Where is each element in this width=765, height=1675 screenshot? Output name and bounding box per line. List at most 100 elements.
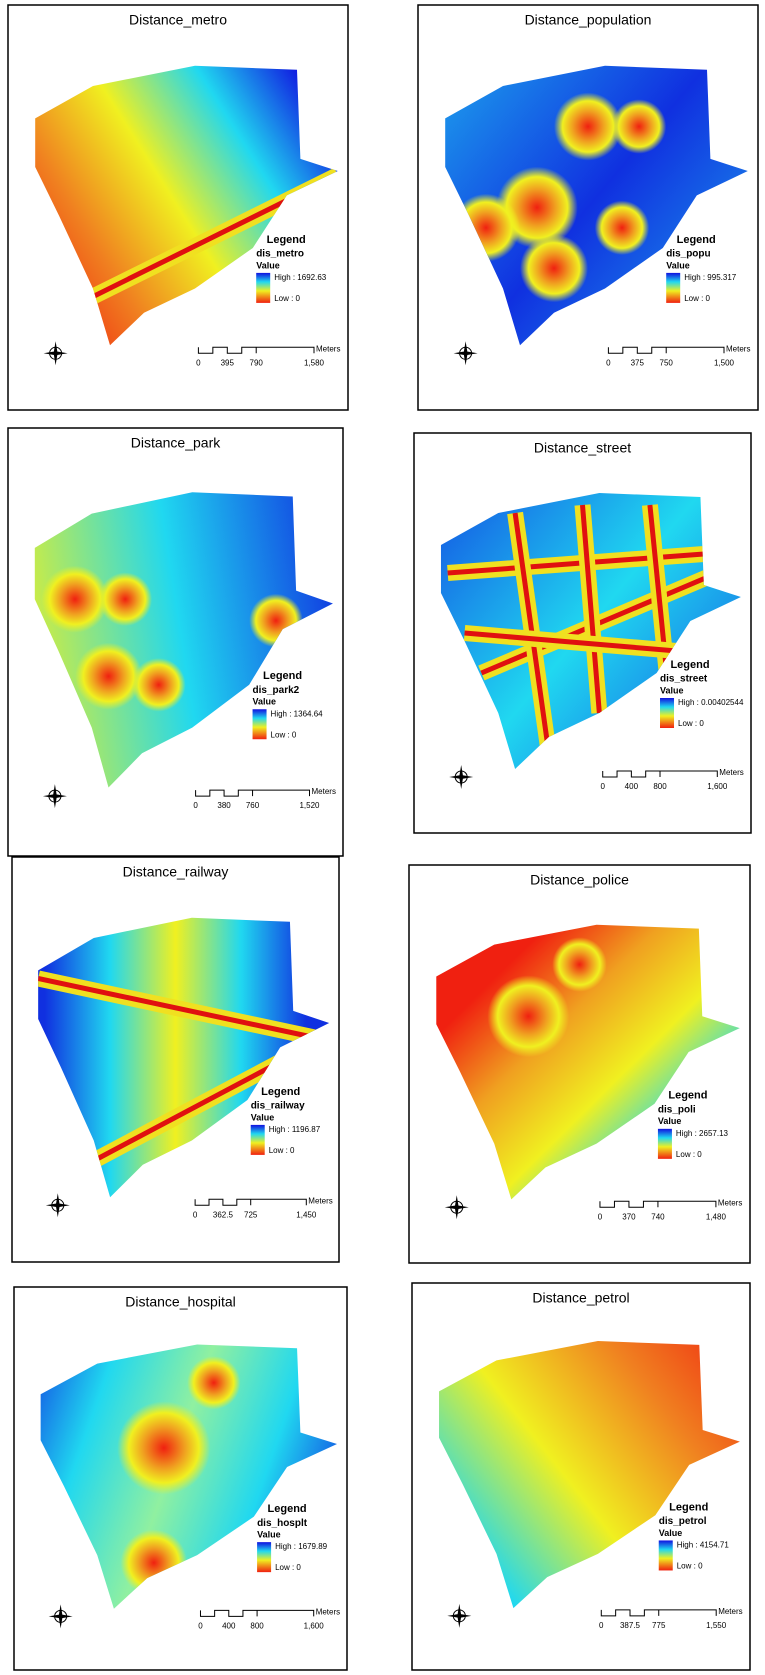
- legend-low: Low : 0: [684, 294, 710, 303]
- scale-label: 0: [198, 1621, 203, 1630]
- scale-label: 400: [222, 1621, 236, 1630]
- legend-title: Legend: [668, 1090, 707, 1102]
- map-title: Distance_street: [534, 440, 631, 456]
- legend-high: High : 1196.87: [269, 1125, 321, 1134]
- scale-label: 1,580: [304, 358, 325, 367]
- legend-high: High : 1364.64: [271, 709, 324, 718]
- legend-field: Value: [659, 1528, 683, 1538]
- scale-label: 750: [660, 358, 674, 367]
- scale-label: 1,450: [296, 1210, 317, 1219]
- legend-ramp: [256, 273, 270, 303]
- legend-ramp: [666, 273, 680, 303]
- map-title: Distance_metro: [129, 12, 227, 28]
- legend-layer: dis_park2: [253, 685, 300, 696]
- scale-unit: Meters: [726, 344, 750, 353]
- map-title: Distance_population: [525, 12, 652, 28]
- legend-title: Legend: [261, 1086, 300, 1098]
- legend-low: Low : 0: [271, 730, 297, 739]
- legend-title: Legend: [677, 234, 716, 246]
- map-panel: Distance_railway Legend dis_railwayValue Hi…: [12, 857, 339, 1262]
- legend-ramp: [658, 1129, 672, 1159]
- legend-field: Value: [256, 260, 280, 270]
- hot-spot: [132, 658, 186, 712]
- legend-layer: dis_popu: [666, 249, 710, 260]
- scale-label: 725: [244, 1210, 258, 1219]
- scale-unit: Meters: [316, 344, 340, 353]
- hot-spot: [187, 1356, 240, 1409]
- legend-low: Low : 0: [269, 1146, 295, 1155]
- scale-label: 1,550: [706, 1621, 727, 1630]
- map-title: Distance_park: [131, 435, 221, 451]
- legend-low: Low : 0: [676, 1150, 702, 1159]
- scale-label: 0: [600, 782, 605, 791]
- legend-ramp: [660, 698, 674, 728]
- legend-ramp: [659, 1540, 673, 1570]
- legend-layer: dis_hosplt: [257, 1518, 308, 1529]
- scale-label: 1,600: [707, 782, 728, 791]
- legend-field: Value: [660, 685, 684, 695]
- scale-label: 0: [598, 1212, 603, 1221]
- map-title: Distance_petrol: [532, 1290, 629, 1306]
- scale-label: 1,500: [714, 358, 735, 367]
- legend-field: Value: [251, 1112, 275, 1122]
- figure: Distance_metroLegenddis_metroValueHigh :…: [0, 0, 765, 1675]
- hot-spot: [98, 572, 152, 626]
- legend-title: Legend: [669, 1501, 708, 1513]
- hot-spot: [595, 201, 649, 255]
- legend-high: High : 995.317: [684, 273, 737, 282]
- scale-label: 0: [599, 1621, 604, 1630]
- page: Distance_metroLegenddis_metroValueHigh :…: [0, 0, 765, 1675]
- map-title: Distance_railway: [123, 864, 229, 880]
- legend-layer: dis_railway: [251, 1101, 305, 1112]
- map-title: Distance_hospital: [125, 1294, 236, 1310]
- scale-label: 0: [193, 1210, 198, 1219]
- map-panel: Distance_policeLegenddis_poliValueHigh :…: [409, 865, 750, 1263]
- scale-label: 1,480: [706, 1212, 727, 1221]
- legend-high: High : 1679.89: [275, 1542, 328, 1551]
- scale-label: 800: [250, 1621, 264, 1630]
- legend-title: Legend: [670, 659, 709, 671]
- scale-label: 0: [606, 358, 611, 367]
- legend-ramp: [253, 709, 267, 739]
- scale-unit: Meters: [718, 1607, 742, 1616]
- scale-unit: Meters: [316, 1607, 340, 1616]
- legend-title: Legend: [267, 234, 306, 246]
- legend-ramp: [251, 1125, 265, 1155]
- scale-label: 800: [653, 782, 667, 791]
- legend-layer: dis_street: [660, 674, 708, 685]
- hot-spot: [117, 1401, 210, 1494]
- hot-spot: [520, 234, 588, 302]
- scale-unit: Meters: [718, 1198, 742, 1207]
- scale-unit: Meters: [312, 787, 336, 796]
- legend-field: Value: [666, 260, 690, 270]
- scale-label: 1,600: [304, 1621, 325, 1630]
- legend-low: Low : 0: [677, 1562, 703, 1571]
- scale-label: 362.5: [213, 1210, 234, 1219]
- scale-unit: Meters: [719, 768, 743, 777]
- legend-layer: dis_poli: [658, 1104, 696, 1115]
- scale-label: 375: [631, 358, 645, 367]
- map-panel: Distance_hospitalLegenddis_hospltValueHi…: [14, 1287, 347, 1670]
- scale-label: 0: [193, 801, 198, 810]
- scale-label: 740: [651, 1212, 665, 1221]
- map-panel: Distance_petrolLegenddis_petrolValueHigh…: [412, 1283, 750, 1670]
- scale-label: 790: [250, 358, 264, 367]
- legend-title: Legend: [268, 1503, 307, 1515]
- scale-label: 760: [246, 801, 260, 810]
- scale-label: 775: [652, 1621, 666, 1630]
- scale-unit: Meters: [308, 1196, 332, 1205]
- legend-low: Low : 0: [275, 1563, 301, 1572]
- legend-title: Legend: [263, 670, 302, 682]
- legend-high: High : 4154.71: [677, 1541, 730, 1550]
- hot-spot: [552, 937, 607, 992]
- legend-high: High : 2657.13: [676, 1129, 729, 1138]
- scale-label: 1,520: [299, 801, 320, 810]
- legend-high: High : 1692.63: [274, 273, 327, 282]
- hot-spot: [42, 566, 109, 633]
- scale-label: 400: [625, 782, 639, 791]
- legend-field: Value: [658, 1116, 682, 1126]
- legend-low: Low : 0: [678, 719, 704, 728]
